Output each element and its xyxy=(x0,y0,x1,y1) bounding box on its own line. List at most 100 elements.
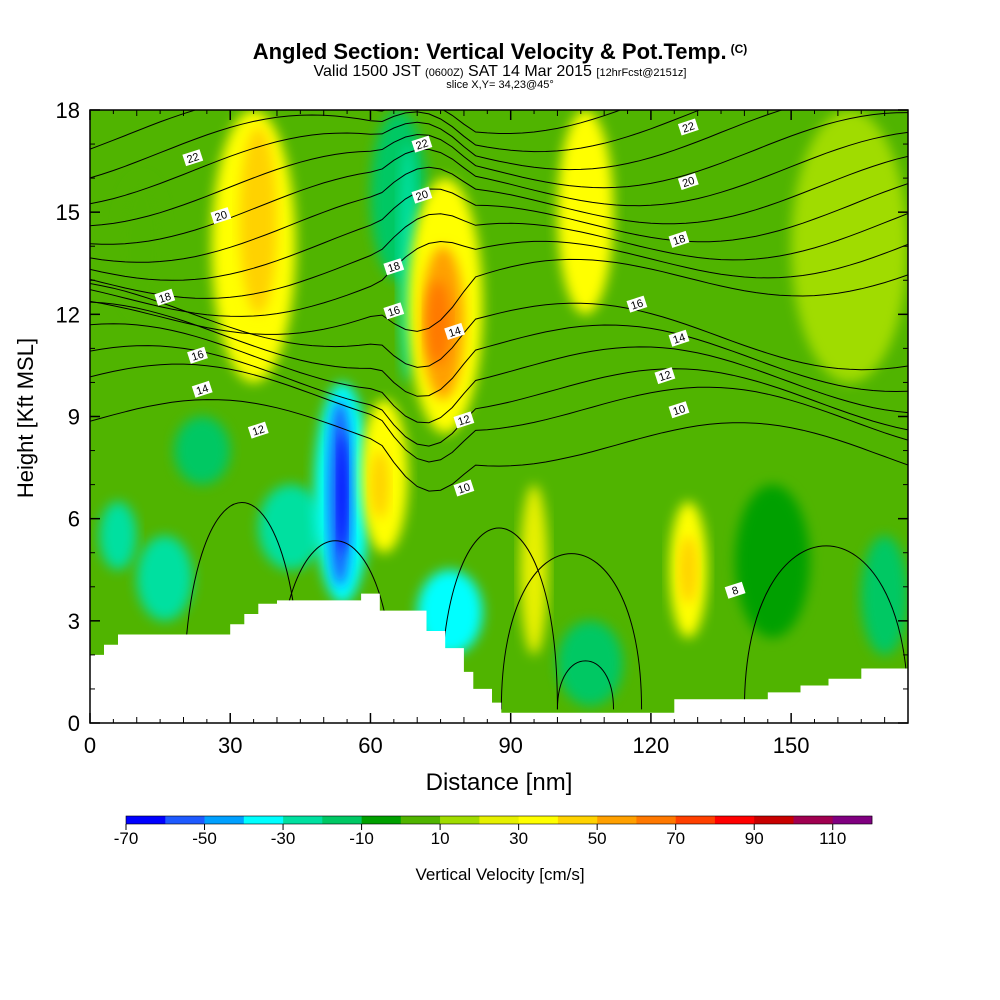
contour-label-bg xyxy=(677,118,699,136)
contour-label-4: 12 xyxy=(453,411,475,429)
x-tick-label: 0 xyxy=(84,733,96,758)
velocity-cell-20 xyxy=(557,620,623,706)
contour-label-bg xyxy=(191,380,213,398)
axes: 0 30 60 90 120 150 0 3 6 9 12 15 18 xyxy=(56,98,908,758)
colorbar-swatch xyxy=(322,816,362,824)
y-tick-label: 6 xyxy=(68,507,80,532)
colorbar-swatch xyxy=(793,816,834,824)
colorbar-tick-label: -50 xyxy=(192,829,217,848)
contour-label-3: 12 xyxy=(247,421,269,439)
contour-label-text: 22 xyxy=(681,120,696,135)
colorbar-swatch xyxy=(832,816,873,824)
contour-label-bg xyxy=(626,295,648,313)
contour-label-16: 20 xyxy=(411,186,433,204)
contour-labels: 8 10 10 12 12 12 14 14 14 16 16 16 18 18 18 20 20 20 22 22 2… xyxy=(154,118,746,599)
theta-contour-1 xyxy=(90,363,908,463)
x-tick-label: 120 xyxy=(633,733,670,758)
contour-label-20: 22 xyxy=(677,118,699,136)
colorbar-swatch xyxy=(479,816,519,824)
colorbar-swatch xyxy=(243,816,284,824)
theta-contour-2 xyxy=(90,345,908,447)
theta-contour-6 xyxy=(90,258,908,335)
velocity-cell-11 xyxy=(370,450,390,519)
terrain xyxy=(90,593,908,723)
theta-contour-15 xyxy=(90,110,622,150)
contour-label-bg xyxy=(444,322,466,340)
contour-label-bg xyxy=(668,401,690,419)
contour-label-bg xyxy=(154,288,176,306)
velocity-cell-3 xyxy=(174,416,231,485)
colorbar: -70 -50 -30 -10 10 30 50 70 90 110 xyxy=(114,815,873,848)
contour-label-text: 14 xyxy=(672,332,687,347)
contour-label-bg xyxy=(411,186,433,204)
velocity-cell-5 xyxy=(239,127,277,315)
contour-label-bg xyxy=(247,421,269,439)
chart-title-units: (C) xyxy=(730,42,748,56)
plot-area: 8 10 10 12 12 12 14 14 14 16 16 16 18 18 18 20 20 20 22 22 2… xyxy=(90,110,908,723)
contour-label-bg xyxy=(411,135,433,153)
contour-label-bg xyxy=(677,173,699,190)
velocity-cell-6 xyxy=(258,484,324,570)
colorbar-tick-label: 30 xyxy=(509,829,528,848)
colorbar-tick-label: -30 xyxy=(271,829,296,848)
velocity-cell-24 xyxy=(861,535,908,655)
slice-info: slice X,Y= 34,23@45° xyxy=(446,79,554,91)
theta-contour-3 xyxy=(90,323,908,424)
y-tick-label: 9 xyxy=(68,405,80,430)
y-tick-label: 12 xyxy=(56,302,80,327)
contour-label-text: 12 xyxy=(457,413,472,428)
colorbar-tick-label: 50 xyxy=(588,829,607,848)
colorbar-swatch xyxy=(440,816,480,824)
contour-label-text: 18 xyxy=(386,260,401,275)
valid-time-b: SAT 14 Mar 2015 xyxy=(468,63,592,80)
contour-label-bg xyxy=(383,258,405,276)
contour-label-14: 18 xyxy=(668,230,690,248)
contour-label-bg xyxy=(453,411,475,429)
contour-label-bg xyxy=(453,479,475,497)
contour-label-text: 12 xyxy=(251,423,266,438)
x-tick-label: 150 xyxy=(773,733,810,758)
theta-contour-7 xyxy=(90,240,908,317)
contour-label-5: 12 xyxy=(654,367,676,384)
theta-contour-5 xyxy=(90,283,908,371)
contour-label-11: 16 xyxy=(626,295,648,313)
x-tick-label: 60 xyxy=(358,733,382,758)
forecast-info: [12hrFcst@2151z] xyxy=(596,67,687,79)
chart-title: Angled Section: Vertical Velocity & Pot.… xyxy=(0,36,1000,65)
contour-label-bg xyxy=(383,302,405,320)
contour-label-text: 16 xyxy=(190,349,205,364)
colorbar-swatch xyxy=(126,816,166,824)
contour-label-1: 10 xyxy=(453,479,475,497)
contour-label-text: 22 xyxy=(185,151,200,166)
colorbar-swatch xyxy=(165,816,205,824)
velocity-cell-0 xyxy=(99,501,137,570)
colorbar-tick-label: 70 xyxy=(666,829,685,848)
y-tick-label: 18 xyxy=(56,98,80,123)
velocity-cell-22 xyxy=(678,535,698,604)
y-axis-label: Height [Kft MSL] xyxy=(13,338,38,498)
chart-valid-time: Valid 1500 JST (0600Z) SAT 14 Mar 2015 [… xyxy=(0,63,1000,80)
contour-label-text: 20 xyxy=(214,209,229,224)
colorbar-swatch xyxy=(636,816,676,824)
contour-label-text: 18 xyxy=(157,291,172,306)
contour-label-9: 16 xyxy=(187,346,208,364)
theta-contour-13 xyxy=(90,110,784,205)
velocity-cell-25 xyxy=(791,110,908,383)
contour-label-15: 20 xyxy=(210,207,232,224)
x-tick-label: 90 xyxy=(498,733,522,758)
colorbar-tick-label: 90 xyxy=(745,829,764,848)
contour-label-text: 20 xyxy=(415,188,430,203)
theta-contour-0 xyxy=(90,399,908,492)
theta-contour-low-4 xyxy=(556,660,615,710)
contour-label-text: 18 xyxy=(672,233,687,248)
contour-label-bg xyxy=(182,149,204,167)
contour-label-text: 10 xyxy=(672,403,687,418)
x-axis-label: Distance [nm] xyxy=(426,769,573,796)
theta-contours xyxy=(90,110,908,710)
colorbar-swatch xyxy=(754,816,794,824)
valid-time-a: Valid 1500 JST xyxy=(313,63,421,80)
contour-label-7: 14 xyxy=(444,322,466,340)
contour-label-0: 8 xyxy=(724,581,746,599)
valid-time-utc: (0600Z) xyxy=(425,67,464,79)
